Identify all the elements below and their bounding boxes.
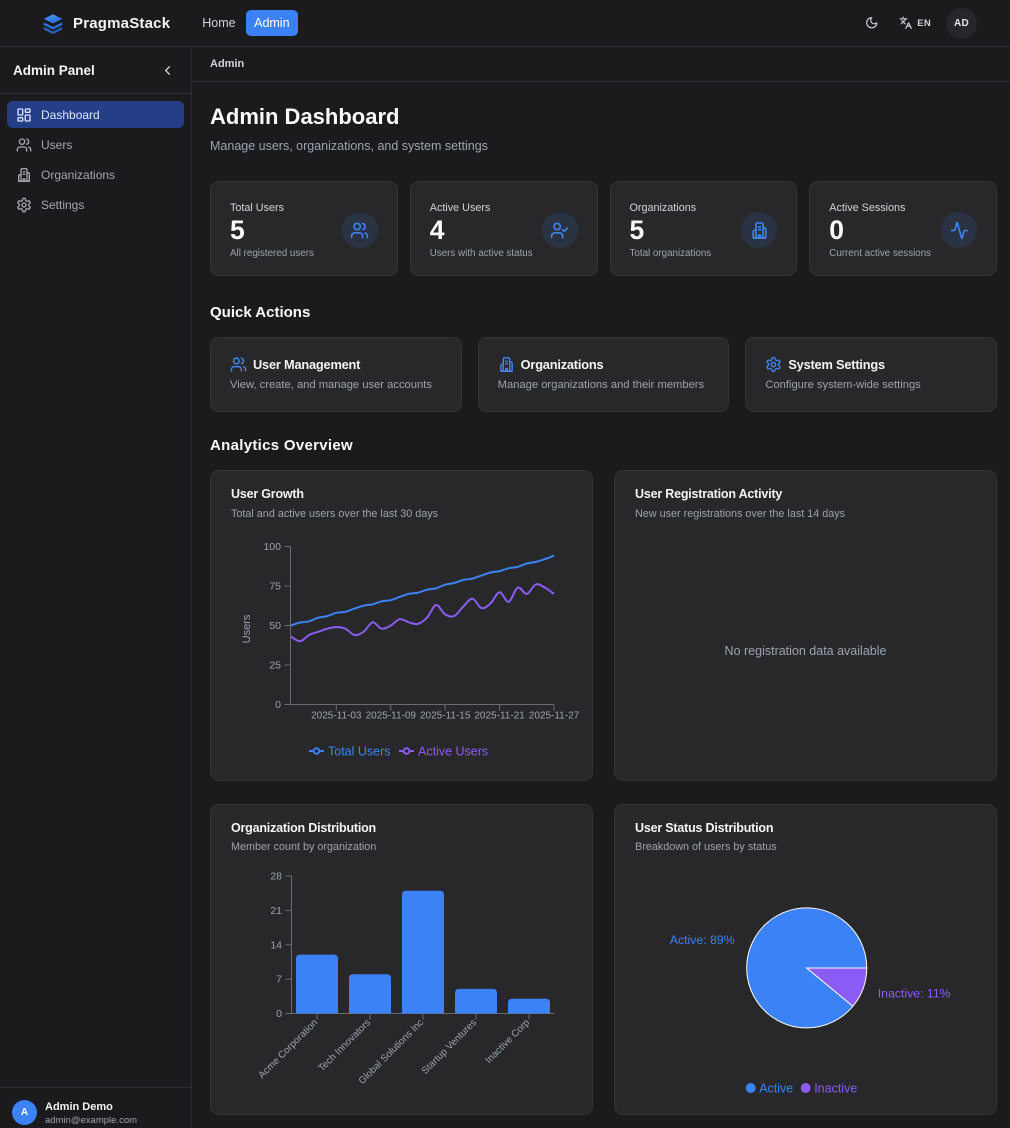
svg-text:Active: Active — [759, 1081, 793, 1095]
svg-text:21: 21 — [270, 904, 282, 916]
svg-text:Total Users: Total Users — [328, 745, 391, 759]
svg-text:Startup Ventures: Startup Ventures — [420, 1017, 479, 1076]
svg-text:0: 0 — [276, 1008, 282, 1020]
svg-text:Users: Users — [241, 614, 253, 643]
svg-text:2025-11-21: 2025-11-21 — [474, 711, 525, 722]
svg-text:28: 28 — [270, 870, 282, 882]
svg-text:25: 25 — [269, 660, 281, 672]
svg-text:2025-11-27: 2025-11-27 — [529, 711, 580, 722]
svg-text:14: 14 — [270, 939, 282, 951]
svg-text:7: 7 — [276, 973, 282, 985]
svg-text:Active: 89%: Active: 89% — [670, 933, 735, 947]
svg-text:2025-11-03: 2025-11-03 — [311, 711, 362, 722]
svg-text:0: 0 — [275, 699, 281, 711]
svg-text:50: 50 — [269, 620, 281, 632]
svg-text:Inactive Corp: Inactive Corp — [484, 1016, 533, 1065]
svg-text:75: 75 — [269, 581, 281, 593]
svg-text:2025-11-15: 2025-11-15 — [420, 711, 471, 722]
svg-text:Tech Innovators: Tech Innovators — [316, 1017, 373, 1074]
svg-text:Acme Corporation: Acme Corporation — [257, 1017, 321, 1081]
svg-text:100: 100 — [263, 541, 281, 553]
svg-text:Inactive: 11%: Inactive: 11% — [878, 986, 951, 1000]
svg-text:Inactive: Inactive — [814, 1081, 857, 1095]
svg-text:2025-11-09: 2025-11-09 — [366, 711, 417, 722]
svg-text:Active Users: Active Users — [418, 745, 488, 759]
